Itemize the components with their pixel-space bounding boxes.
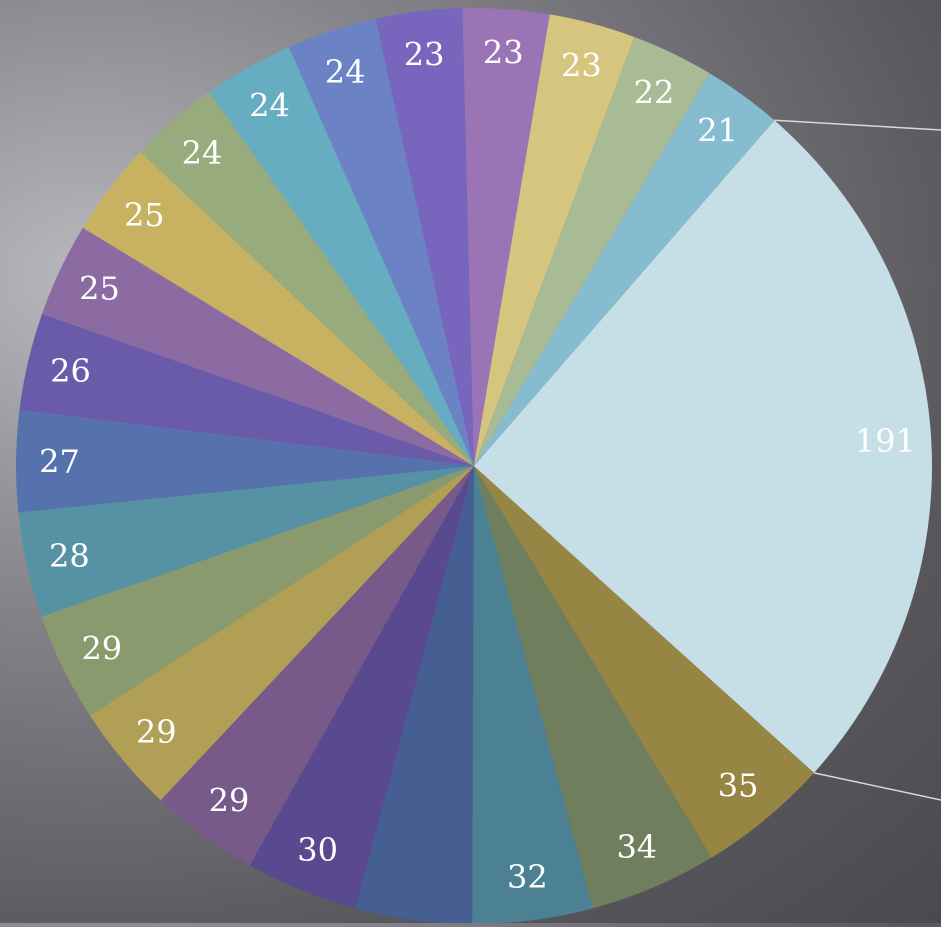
slice-value-label: 28 [49, 537, 90, 575]
slice-value-label: 24 [249, 87, 290, 125]
slice-value-label: 21 [697, 112, 738, 150]
leader-line [775, 120, 941, 130]
slice-value-label: 23 [404, 36, 445, 74]
slice-value-label: 24 [182, 134, 223, 172]
pie-slices [16, 8, 932, 923]
slice-value-label: 35 [718, 766, 759, 804]
slice-value-label: 22 [634, 74, 675, 112]
slice-value-label: 26 [50, 352, 91, 390]
slice-value-label: 23 [483, 34, 524, 72]
slice-value-label: 25 [124, 196, 165, 234]
slice-value-label: 23 [561, 47, 602, 85]
slice-value-label: 24 [325, 53, 366, 91]
slice-value-label: 27 [39, 443, 80, 481]
slice-value-label: 29 [81, 629, 122, 667]
slice-value-label: 25 [79, 269, 120, 307]
slice-value-label: 30 [297, 831, 338, 869]
slice-value-label: 29 [209, 781, 250, 819]
leader-line [814, 773, 941, 800]
slice-value-label: 191 [855, 422, 916, 460]
slice-value-label: 29 [136, 713, 177, 751]
slice-value-label: 34 [616, 828, 657, 866]
slice-value-label: 32 [507, 858, 548, 896]
